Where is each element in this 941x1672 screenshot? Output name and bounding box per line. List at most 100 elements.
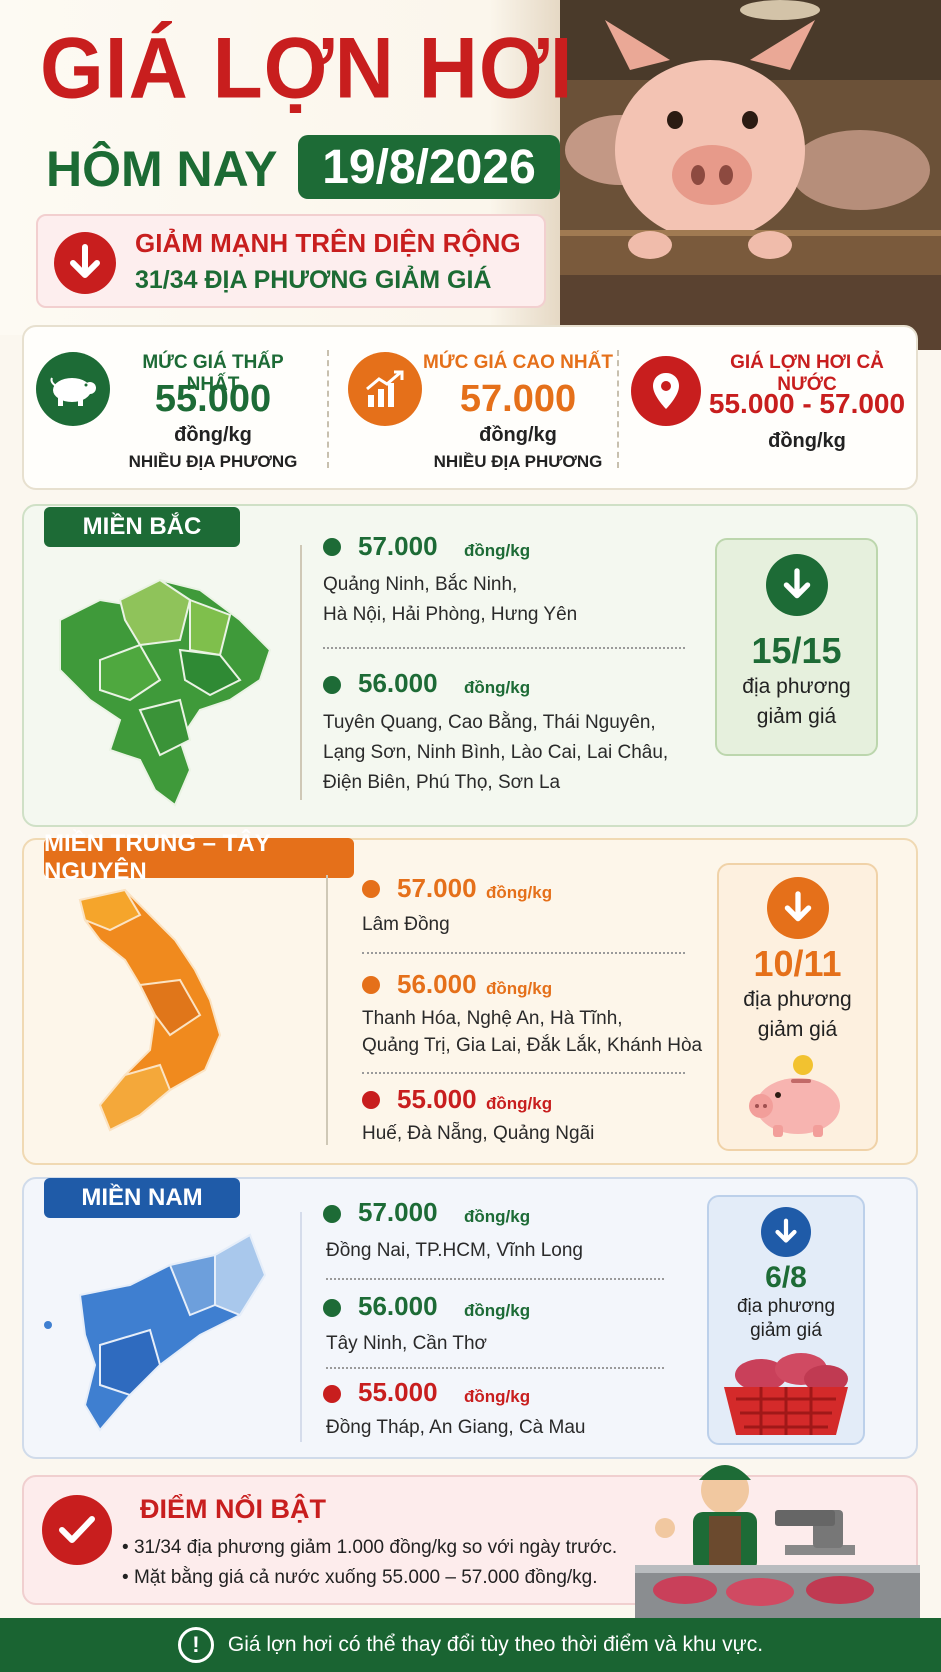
central-map [70,885,240,1135]
price-dot [323,676,341,694]
arrow-down-icon [54,232,116,294]
map-pin-icon [631,356,701,426]
price-dot [362,1091,380,1109]
highlight-text: 31/34 địa phương giảm 1.000 đồng/kg so v… [133,1537,618,1558]
separator [323,647,685,649]
central-places-2b: Quảng Trị, Gia Lai, Đắk Lắk, Khánh Hòa [362,1035,703,1056]
page-title: GIÁ LỢN HƠI [40,20,574,117]
north-map [40,560,290,810]
footer-note: Giá lợn hơi có thể thay đổi tùy theo thờ… [227,1633,764,1656]
south-price-1: 57.000 [358,1197,438,1227]
stat-low-note: NHIỀU ĐỊA PHƯƠNG [128,452,298,471]
divider [326,875,328,1145]
arrow-down-icon [761,1207,811,1257]
central-price-1: 57.000 [397,873,477,903]
price-dot [362,880,380,898]
north-unit-1: đồng/kg [464,541,531,560]
arrow-down-icon [765,554,828,616]
south-price-2: 56.000 [358,1291,438,1321]
stat-high-label: MỨC GIÁ CAO NHẤT [423,352,613,373]
central-summary-count: 10/11 [753,943,842,984]
highlights-title: ĐIỂM NỔI BẬT [140,1494,326,1524]
central-places-2a: Thanh Hóa, Nghệ An, Hà Tĩnh, [362,1008,623,1029]
central-summary-text1: địa phương [743,988,852,1011]
stat-high-note: NHIỀU ĐỊA PHƯƠNG [433,452,603,471]
pig-photo [560,0,941,350]
highlight-item: • 31/34 địa phương giảm 1.000 đồng/kg so… [122,1537,618,1558]
stat-national-value: 55.000 - 57.000 [708,388,906,419]
page-subtitle: HÔM NAY [46,141,278,197]
north-places-2c: Điện Biên, Phú Thọ, Sơn La [323,772,561,793]
south-places-2: Tây Ninh, Cần Thơ [326,1333,488,1354]
check-icon [42,1495,112,1565]
north-summary-count: 15/15 [751,630,842,671]
arrow-down-icon [766,877,829,939]
central-places-3: Huế, Đà Nẵng, Quảng Ngãi [362,1123,595,1144]
central-price-2: 56.000 [397,969,477,999]
north-summary-text1: địa phương [742,675,851,698]
south-unit-1: đồng/kg [464,1207,531,1226]
alert-subline: 31/34 ĐỊA PHƯƠNG GIẢM GIÁ [135,266,492,294]
trend-up-icon [348,352,422,426]
south-summary-text1: địa phương [736,1296,836,1317]
stat-low-value: 55.000 [154,378,272,420]
alert-headline: GIẢM MẠNH TRÊN DIỆN RỘNG [135,228,521,258]
footer-bar: ! Giá lợn hơi có thể thay đổi tùy theo t… [0,1618,941,1672]
highlight-text: Mặt bằng giá cả nước xuống 55.000 – 57.0… [133,1567,598,1588]
central-unit-2: đồng/kg [486,979,553,998]
south-unit-3: đồng/kg [464,1387,531,1406]
south-summary-box: 6/8 địa phương giảm giá [707,1195,865,1445]
south-map [40,1225,270,1435]
separator [362,952,685,954]
info-icon: ! [177,1627,214,1663]
central-unit-3: đồng/kg [486,1094,553,1113]
price-dot [323,1205,341,1223]
separator [362,1072,685,1074]
stat-low-label: MỨC GIÁ THẤP NHẤT [142,352,284,395]
piggy-bank-icon [743,1051,853,1146]
divider [300,545,302,800]
region-central-tag: MIỀN TRUNG – TÂY NGUYÊN [44,830,354,885]
region-north-tag: MIỀN BẮC [44,507,240,547]
stat-low-unit: đồng/kg [174,424,252,446]
north-summary-text2: giảm giá [756,705,837,728]
separator [326,1278,664,1280]
region-south-tag: MIỀN NAM [44,1178,240,1218]
meat-basket-icon [716,1347,856,1442]
date-badge: 19/8/2026 [298,135,560,199]
alert-box [36,214,546,308]
separator [326,1367,664,1369]
price-dot [362,976,380,994]
stat-national-label: GIÁ LỢN HƠI CẢ NƯỚC [730,352,884,395]
divider [300,1212,302,1442]
stat-divider [617,350,619,468]
north-price-2: 56.000 [358,668,438,698]
central-unit-1: đồng/kg [486,883,553,902]
north-places-2a: Tuyên Quang, Cao Bằng, Thái Nguyên, [323,712,656,733]
stat-divider [327,350,329,468]
south-summary-text2: giảm giá [750,1320,822,1341]
stat-high-value: 57.000 [459,378,577,420]
butcher-illustration [635,1450,920,1618]
north-summary-box: 15/15 địa phương giảm giá [715,538,878,756]
pig-icon [36,352,110,426]
south-summary-count: 6/8 [765,1261,807,1294]
central-places-1: Lâm Đồng [362,914,450,935]
south-unit-2: đồng/kg [464,1301,531,1320]
price-dot [323,538,341,556]
north-places-1b: Hà Nội, Hải Phòng, Hưng Yên [323,604,578,625]
south-price-3: 55.000 [358,1377,438,1407]
central-price-3: 55.000 [397,1084,477,1114]
highlight-item: • Mặt bằng giá cả nước xuống 55.000 – 57… [122,1567,598,1588]
stats-panel [22,325,918,490]
north-price-1: 57.000 [358,531,438,561]
north-places-2b: Lạng Sơn, Ninh Bình, Lào Cai, Lai Châu, [323,742,669,763]
north-places-1a: Quảng Ninh, Bắc Ninh, [323,574,518,595]
central-summary-box: 10/11 địa phương giảm giá [717,863,878,1151]
price-dot [323,1385,341,1403]
stat-national-unit: đồng/kg [768,430,846,452]
south-places-3: Đồng Tháp, An Giang, Cà Mau [326,1417,586,1438]
stat-high-unit: đồng/kg [479,424,557,446]
central-summary-text2: giảm giá [757,1018,838,1041]
south-places-1: Đồng Nai, TP.HCM, Vĩnh Long [326,1240,583,1261]
